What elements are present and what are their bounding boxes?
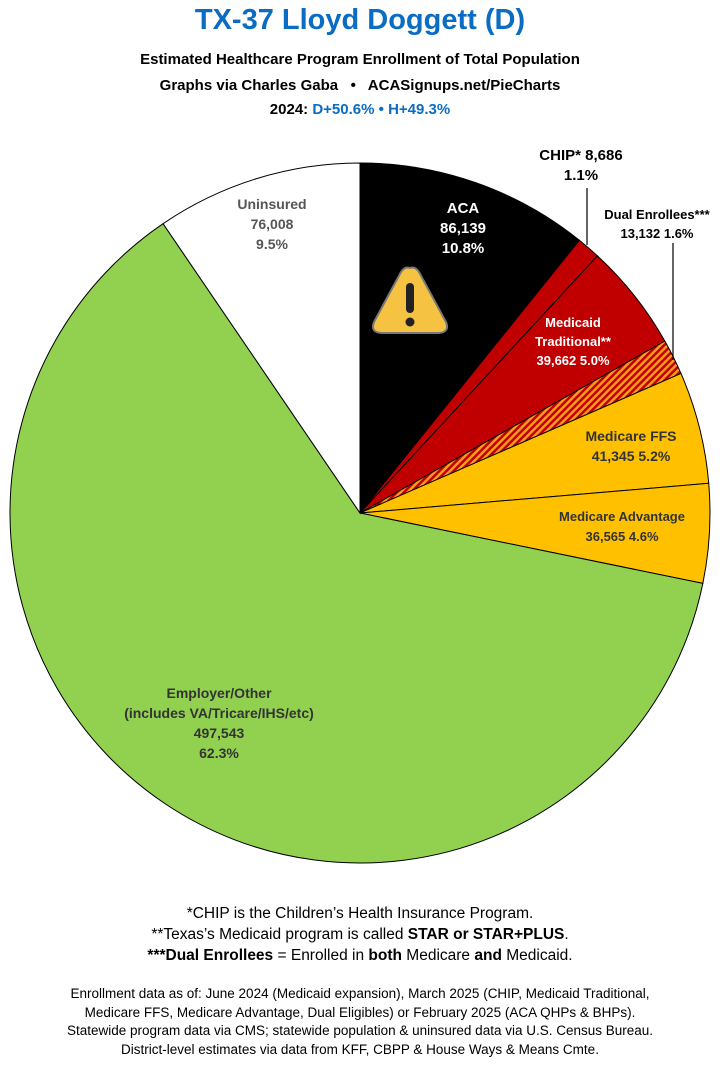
fn3-e: and: [474, 947, 502, 964]
label-chip: CHIP* 8,686 1.1%: [539, 146, 622, 186]
label-medicaid-name2: Traditional**: [535, 334, 611, 349]
label-medicaid: Medicaid Traditional** 39,662 5.0%: [535, 313, 611, 370]
label-employer-value: 497,543: [193, 725, 245, 741]
footnote-chip: *CHIP is the Children’s Health Insurance…: [186, 905, 534, 922]
label-aca-pct: 10.8%: [441, 240, 485, 257]
label-ffs-name: Medicare FFS: [585, 428, 677, 444]
label-medicare-advantage: Medicare Advantage 36,565 4.6%: [559, 507, 685, 547]
slice-uninsured: [162, 162, 361, 515]
label-aca: ACA 86,139 10.8%: [440, 199, 486, 259]
footnote-medicaid: **Texas’s Medicaid program is called STA…: [0, 924, 720, 945]
label-medicaid-value: 39,662 5.0%: [536, 353, 610, 368]
warning-icon: [371, 266, 449, 334]
fn2-bold: STAR or STAR+PLUS: [407, 926, 565, 943]
fn3-c: both: [368, 947, 402, 964]
slice-employer-other-includes-va-tricare-ihs-etc: [9, 222, 704, 864]
label-employer-note: (includes VA/Tricare/IHS/etc): [124, 705, 314, 721]
footnote-dual: ***Dual Enrollees = Enrolled in both Med…: [0, 945, 720, 966]
fn2-end: .: [564, 926, 569, 943]
label-employer-name: Employer/Other: [166, 685, 272, 701]
page-title: TX-37 Lloyd Doggett (D): [194, 4, 526, 36]
footnotes: *CHIP is the Children’s Health Insurance…: [0, 903, 720, 966]
label-employer-pct: 62.3%: [199, 745, 239, 761]
margins: 2024: D+50.6% • H+49.3%: [0, 101, 720, 118]
label-uninsured: Uninsured 76,008 9.5%: [237, 194, 306, 254]
label-chip-pct: 1.1%: [563, 167, 599, 184]
label-ma-value: 36,565 4.6%: [585, 529, 659, 544]
label-dual: Dual Enrollees*** 13,132 1.6%: [604, 205, 710, 243]
fn3-d: Medicare: [401, 947, 475, 964]
source-line: Statewide program data via CMS; statewid…: [66, 1023, 654, 1038]
label-uninsured-pct: 9.5%: [256, 236, 288, 252]
sources: Enrollment data as of: June 2024 (Medica…: [0, 985, 720, 1059]
source-line: Enrollment data as of: June 2024 (Medica…: [70, 986, 650, 1001]
label-dual-value: 13,132 1.6%: [620, 226, 694, 241]
label-employer: Employer/Other (includes VA/Tricare/IHS/…: [124, 683, 314, 763]
fn3-a: ***Dual Enrollees: [147, 947, 274, 964]
fn3-f: Medicaid.: [501, 947, 573, 964]
label-uninsured-name: Uninsured: [237, 196, 307, 212]
label-ma-name: Medicare Advantage: [559, 509, 685, 524]
label-medicare-ffs: Medicare FFS 41,345 5.2%: [585, 426, 676, 466]
label-aca-name: ACA: [446, 200, 480, 217]
h-margin: H+49.3%: [388, 101, 451, 118]
label-chip-name: CHIP* 8,686: [539, 147, 623, 164]
fn3-b: = Enrolled in: [273, 947, 369, 964]
label-aca-value: 86,139: [440, 220, 486, 237]
subtitle: Estimated Healthcare Program Enrollment …: [140, 51, 580, 68]
pie-chart: [9, 162, 711, 864]
label-dual-name: Dual Enrollees***: [604, 207, 710, 222]
separator: •: [378, 101, 384, 118]
label-ffs-value: 41,345 5.2%: [591, 448, 671, 464]
label-uninsured-value: 76,008: [250, 216, 294, 232]
slice-aca: [359, 162, 581, 515]
label-medicaid-name: Medicaid: [545, 315, 601, 330]
fn2-text: **Texas’s Medicaid program is called: [151, 926, 408, 943]
credit: Graphs via Charles Gaba • ACASignups.net…: [159, 77, 561, 94]
year-label: 2024:: [269, 101, 309, 118]
source-line: District-level estimates via data from K…: [121, 1041, 599, 1057]
source-line: Medicare FFS, Medicare Advantage, Dual E…: [84, 1004, 636, 1020]
d-margin: D+50.6%: [312, 101, 375, 118]
